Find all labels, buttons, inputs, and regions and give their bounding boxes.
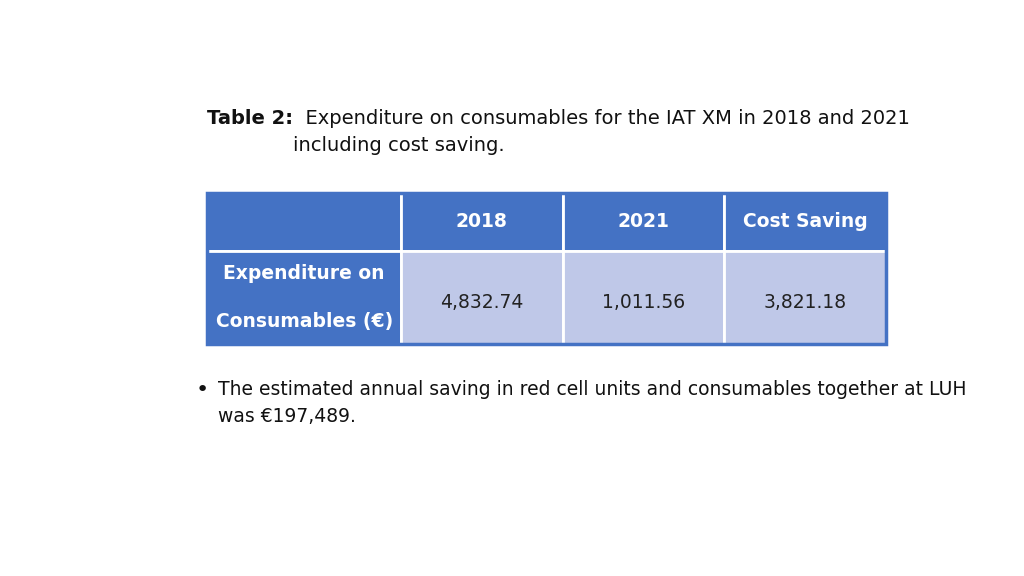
Text: Expenditure on consumables for the IAT XM in 2018 and 2021
including cost saving: Expenditure on consumables for the IAT X… [293, 109, 910, 154]
Text: 1,011.56: 1,011.56 [602, 293, 685, 312]
FancyBboxPatch shape [401, 251, 562, 344]
Text: 3,821.18: 3,821.18 [764, 293, 847, 312]
Text: 2021: 2021 [617, 213, 670, 232]
Text: •: • [196, 380, 209, 400]
FancyBboxPatch shape [562, 251, 724, 344]
Text: Table 2:: Table 2: [207, 109, 293, 128]
FancyBboxPatch shape [724, 194, 886, 251]
Text: Cost Saving: Cost Saving [742, 213, 867, 232]
Text: Consumables (€): Consumables (€) [215, 312, 393, 331]
FancyBboxPatch shape [724, 251, 886, 344]
Text: 2018: 2018 [456, 213, 508, 232]
FancyBboxPatch shape [562, 194, 724, 251]
Text: 4,832.74: 4,832.74 [440, 293, 523, 312]
FancyBboxPatch shape [401, 194, 562, 251]
FancyBboxPatch shape [207, 194, 401, 251]
Text: Expenditure on: Expenditure on [223, 264, 385, 283]
Text: The estimated annual saving in red cell units and consumables together at LUH
wa: The estimated annual saving in red cell … [218, 380, 967, 426]
FancyBboxPatch shape [207, 251, 401, 344]
